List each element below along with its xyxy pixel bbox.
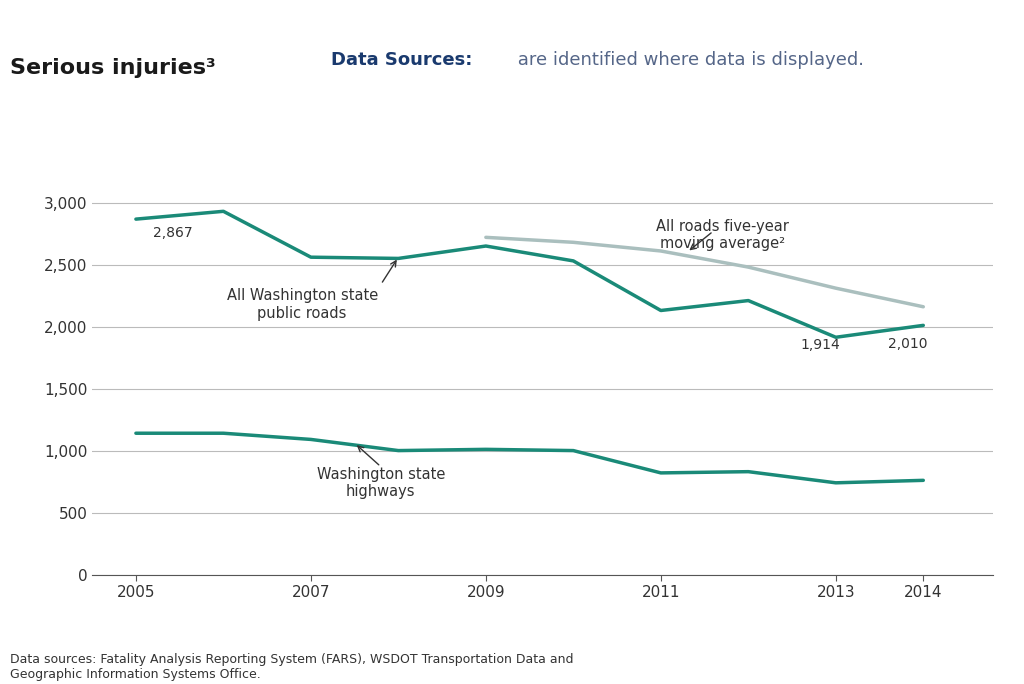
Text: 1,914: 1,914 (801, 338, 841, 352)
Text: All Washington state
public roads: All Washington state public roads (226, 288, 378, 321)
Text: are identified where data is displayed.: are identified where data is displayed. (512, 51, 864, 69)
Text: All roads five-year
moving average²: All roads five-year moving average² (655, 219, 788, 251)
Text: Washington state
highways: Washington state highways (316, 466, 445, 499)
Text: 2,867: 2,867 (154, 226, 194, 240)
Text: Data Sources:: Data Sources: (331, 51, 472, 69)
Text: 2,010: 2,010 (888, 337, 928, 351)
Text: Serious injuries³: Serious injuries³ (10, 58, 216, 78)
Text: Data sources: Fatality Analysis Reporting System (FARS), WSDOT Transportation Da: Data sources: Fatality Analysis Reportin… (10, 653, 573, 681)
